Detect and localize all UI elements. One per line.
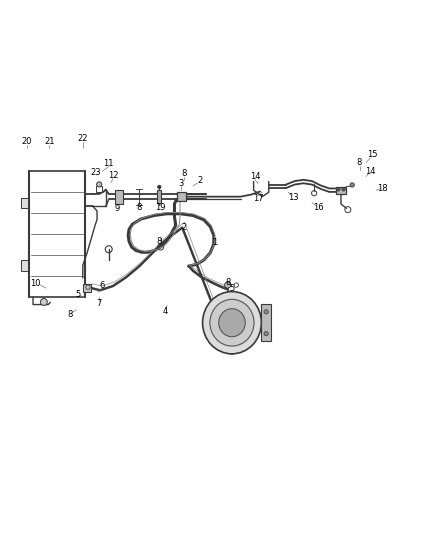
Circle shape [225, 282, 231, 288]
Text: 8: 8 [182, 169, 187, 178]
Bar [21, 198, 28, 208]
Text: 17: 17 [253, 193, 263, 203]
Bar [336, 187, 346, 195]
Text: 13: 13 [288, 193, 299, 202]
Text: 21: 21 [44, 136, 55, 146]
Circle shape [97, 182, 102, 187]
Ellipse shape [210, 300, 254, 346]
Circle shape [40, 298, 47, 305]
Circle shape [342, 188, 345, 191]
Text: 15: 15 [367, 150, 378, 159]
Text: 2: 2 [197, 175, 202, 184]
Bar [21, 260, 28, 271]
Text: 19: 19 [155, 203, 166, 212]
Text: 8: 8 [67, 310, 73, 319]
Text: 5: 5 [230, 284, 235, 293]
Text: 8: 8 [225, 278, 230, 287]
Text: 16: 16 [313, 203, 324, 212]
Text: 7: 7 [96, 299, 102, 308]
Circle shape [158, 185, 161, 189]
Text: 9: 9 [115, 204, 120, 213]
Text: 8: 8 [157, 237, 162, 246]
Ellipse shape [202, 292, 261, 354]
Bar [83, 284, 92, 293]
Text: 2: 2 [182, 223, 187, 232]
Text: 10: 10 [30, 279, 41, 288]
Text: 3: 3 [179, 179, 184, 188]
Circle shape [264, 310, 268, 314]
Text: 23: 23 [90, 168, 101, 177]
Bar [115, 190, 123, 204]
Ellipse shape [219, 309, 245, 337]
Text: 18: 18 [377, 184, 388, 193]
Text: 14: 14 [250, 172, 260, 181]
Text: 11: 11 [103, 159, 114, 168]
Text: 1: 1 [212, 238, 217, 247]
Text: 8: 8 [137, 203, 142, 212]
Bar [96, 185, 102, 192]
Circle shape [337, 188, 340, 191]
Text: 14: 14 [365, 167, 376, 176]
Text: 8: 8 [357, 158, 362, 167]
Text: 5: 5 [76, 289, 81, 298]
Bar [157, 190, 162, 203]
Bar [177, 192, 186, 201]
Text: 20: 20 [21, 136, 32, 146]
Text: 12: 12 [108, 171, 118, 180]
Text: 22: 22 [78, 134, 88, 143]
Bar [261, 304, 271, 342]
Circle shape [264, 332, 268, 336]
Circle shape [350, 183, 354, 187]
Text: 6: 6 [99, 281, 105, 290]
Text: 4: 4 [162, 308, 168, 317]
